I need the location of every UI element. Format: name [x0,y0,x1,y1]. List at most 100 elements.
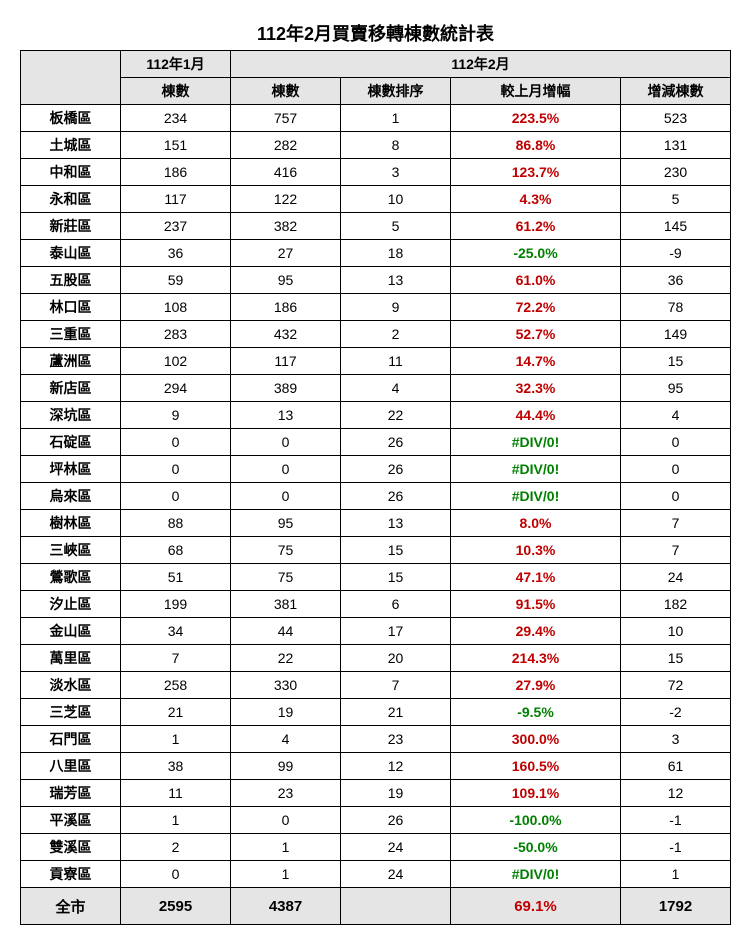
cell-jan: 117 [121,186,231,213]
cell-pct: 47.1% [451,564,621,591]
cell-rank: 26 [341,807,451,834]
table-row: 石門區1423300.0%3 [21,726,731,753]
table-row: 三重區283432252.7%149 [21,321,731,348]
cell-diff: 78 [621,294,731,321]
cell-diff: 131 [621,132,731,159]
cell-feb: 416 [231,159,341,186]
cell-pct: 32.3% [451,375,621,402]
cell-district: 萬里區 [21,645,121,672]
header-feb-count: 棟數 [231,78,341,105]
cell-jan: 36 [121,240,231,267]
table-row: 土城區151282886.8%131 [21,132,731,159]
cell-diff: -9 [621,240,731,267]
cell-jan: 294 [121,375,231,402]
cell-district: 八里區 [21,753,121,780]
total-feb: 4387 [231,888,341,925]
cell-feb: 95 [231,267,341,294]
table-row: 蘆洲區1021171114.7%15 [21,348,731,375]
table-footer: 全市 2595 4387 69.1% 1792 [21,888,731,925]
cell-diff: 1 [621,861,731,888]
total-label: 全市 [21,888,121,925]
cell-district: 新莊區 [21,213,121,240]
cell-feb: 99 [231,753,341,780]
table-row: 雙溪區2124-50.0%-1 [21,834,731,861]
cell-pct: 160.5% [451,753,621,780]
cell-jan: 88 [121,510,231,537]
cell-jan: 38 [121,753,231,780]
cell-district: 烏來區 [21,483,121,510]
cell-district: 金山區 [21,618,121,645]
cell-diff: -2 [621,699,731,726]
cell-rank: 2 [341,321,451,348]
cell-diff: 15 [621,348,731,375]
cell-feb: 19 [231,699,341,726]
cell-pct: 61.0% [451,267,621,294]
table-row: 樹林區8895138.0%7 [21,510,731,537]
cell-diff: 7 [621,537,731,564]
cell-pct: 214.3% [451,645,621,672]
header-feb-pct: 較上月增幅 [451,78,621,105]
cell-district: 樹林區 [21,510,121,537]
table-row: 金山區34441729.4%10 [21,618,731,645]
cell-jan: 11 [121,780,231,807]
cell-pct: -50.0% [451,834,621,861]
table-row: 深坑區9132244.4%4 [21,402,731,429]
stats-table: 112年1月 112年2月 棟數 棟數 棟數排序 較上月增幅 增減棟數 板橋區2… [20,50,731,925]
cell-jan: 59 [121,267,231,294]
cell-rank: 8 [341,132,451,159]
cell-pct: 123.7% [451,159,621,186]
cell-rank: 5 [341,213,451,240]
cell-rank: 11 [341,348,451,375]
table-row: 瑞芳區112319109.1%12 [21,780,731,807]
cell-pct: -100.0% [451,807,621,834]
cell-rank: 26 [341,483,451,510]
table-row: 貢寮區0124#DIV/0!1 [21,861,731,888]
cell-diff: 36 [621,267,731,294]
total-pct: 69.1% [451,888,621,925]
header-jan-group: 112年1月 [121,51,231,78]
cell-feb: 282 [231,132,341,159]
cell-pct: #DIV/0! [451,456,621,483]
cell-diff: -1 [621,807,731,834]
cell-diff: 0 [621,483,731,510]
cell-feb: 432 [231,321,341,348]
cell-diff: 24 [621,564,731,591]
cell-feb: 95 [231,510,341,537]
table-row: 新莊區237382561.2%145 [21,213,731,240]
cell-district: 中和區 [21,159,121,186]
header-blank [21,51,121,105]
cell-feb: 0 [231,456,341,483]
cell-diff: 5 [621,186,731,213]
table-row: 泰山區362718-25.0%-9 [21,240,731,267]
cell-diff: 15 [621,645,731,672]
table-row: 永和區117122104.3%5 [21,186,731,213]
cell-rank: 6 [341,591,451,618]
cell-jan: 1 [121,807,231,834]
cell-diff: 230 [621,159,731,186]
cell-rank: 22 [341,402,451,429]
cell-jan: 108 [121,294,231,321]
cell-district: 石碇區 [21,429,121,456]
page-title: 112年2月買賣移轉棟數統計表 [257,20,494,46]
cell-rank: 23 [341,726,451,753]
cell-district: 蘆洲區 [21,348,121,375]
cell-diff: 4 [621,402,731,429]
cell-pct: #DIV/0! [451,861,621,888]
cell-feb: 330 [231,672,341,699]
cell-diff: -1 [621,834,731,861]
cell-rank: 19 [341,780,451,807]
cell-pct: 86.8% [451,132,621,159]
cell-diff: 7 [621,510,731,537]
cell-jan: 151 [121,132,231,159]
cell-pct: 52.7% [451,321,621,348]
cell-rank: 15 [341,564,451,591]
cell-feb: 389 [231,375,341,402]
cell-district: 貢寮區 [21,861,121,888]
cell-district: 三重區 [21,321,121,348]
cell-jan: 9 [121,402,231,429]
header-feb-rank: 棟數排序 [341,78,451,105]
cell-pct: 300.0% [451,726,621,753]
cell-district: 板橋區 [21,105,121,132]
cell-feb: 117 [231,348,341,375]
cell-pct: 27.9% [451,672,621,699]
